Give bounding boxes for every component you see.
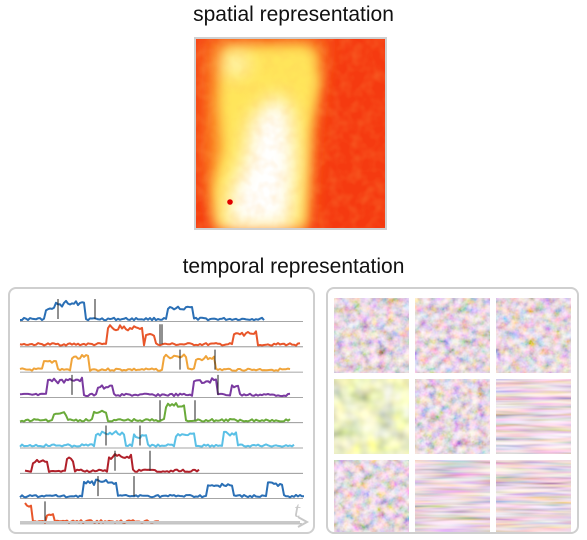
activity-traces-svg: t xyxy=(19,299,310,528)
image-tile xyxy=(496,298,571,373)
spatial-representation-title: spatial representation xyxy=(193,3,394,26)
image-tile xyxy=(334,379,409,454)
image-tile xyxy=(334,298,409,373)
image-tile xyxy=(415,460,490,532)
activity-trace xyxy=(19,430,295,448)
activity-trace xyxy=(19,402,291,423)
time-axis-arrow-icon xyxy=(297,516,310,528)
trace-rows xyxy=(19,299,304,525)
time-axis-label: t xyxy=(294,497,301,522)
image-tile xyxy=(415,298,490,373)
activity-trace xyxy=(19,478,304,499)
spatial-heatmap xyxy=(194,37,387,230)
image-tile xyxy=(334,460,409,532)
time-axis: t xyxy=(20,497,310,528)
activity-trace xyxy=(19,324,301,347)
image-tiles-panel xyxy=(326,287,579,534)
activity-trace xyxy=(19,376,291,398)
heatmap-svg xyxy=(196,39,385,228)
activity-trace xyxy=(24,452,200,473)
image-tile xyxy=(496,460,571,532)
position-marker xyxy=(227,199,233,205)
tile-grid xyxy=(334,298,571,532)
temporal-representation-title: temporal representation xyxy=(182,255,405,278)
image-tile xyxy=(496,379,571,454)
image-tile xyxy=(415,379,490,454)
activity-trace xyxy=(19,353,291,372)
heatmap-texture xyxy=(196,39,385,228)
image-tiles-svg xyxy=(334,298,571,532)
activity-trace xyxy=(20,299,265,322)
activity-traces-panel: t xyxy=(8,287,315,534)
